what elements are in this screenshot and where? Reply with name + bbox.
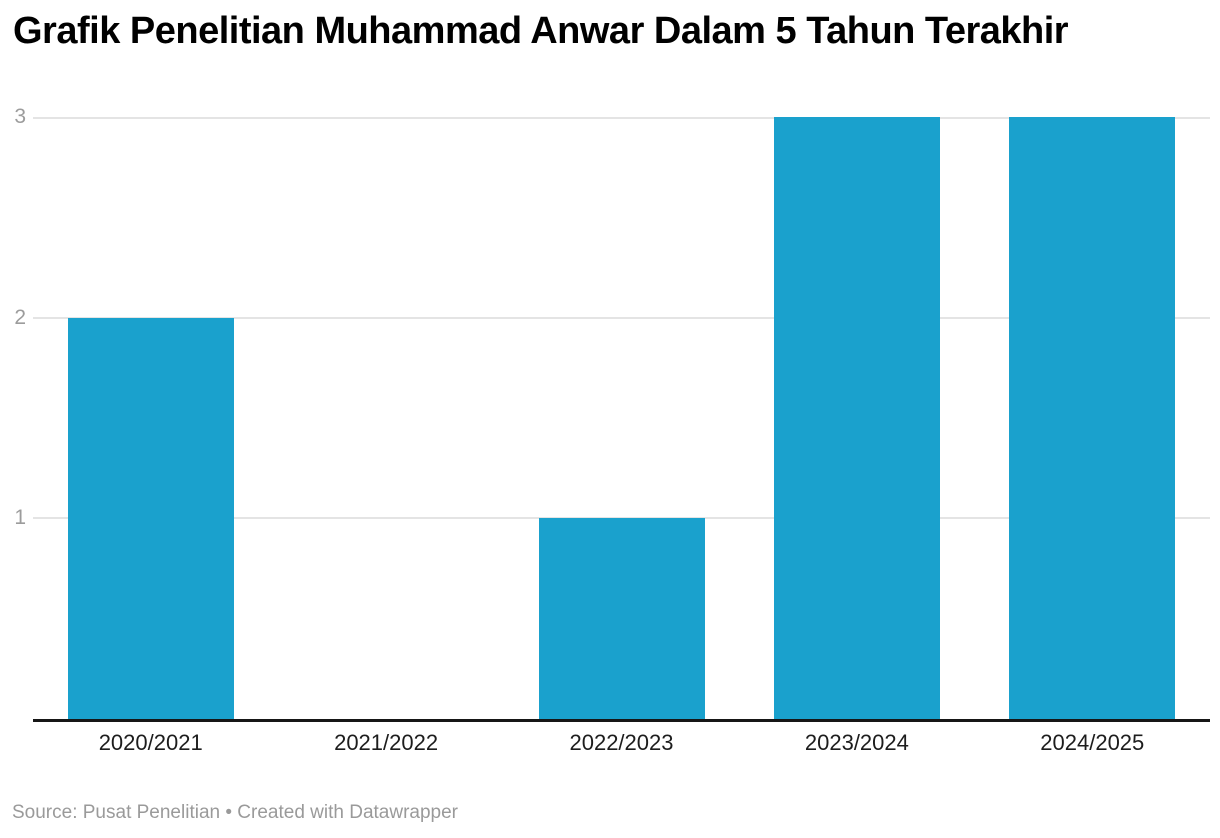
plot-area [33,117,1210,722]
chart-footer: Source: Pusat Penelitian • Created with … [12,800,458,826]
chart-title: Grafik Penelitian Muhammad Anwar Dalam 5… [13,10,1069,52]
gridline-1 [33,517,1210,520]
gridline-3 [33,117,1210,119]
x-axis-label-2022-2023: 2022/2023 [569,730,674,755]
x-axis-label-2020-2021: 2020/2021 [98,730,203,755]
y-axis-tick-label: 3 [14,105,26,129]
x-axis-label-2021-2022: 2021/2022 [334,730,439,755]
gridline-2 [33,316,1210,319]
y-axis-tick-label: 2 [14,305,26,329]
footer-separator: • [220,802,238,823]
datawrapper-credit-link[interactable]: Created with Datawrapper [237,802,459,823]
x-axis-label-2024-2025: 2024/2025 [1040,730,1145,755]
bar-2020-2021[interactable] [67,317,234,719]
bar-2024-2025[interactable] [1009,117,1176,719]
bar-2023-2024[interactable] [773,117,940,719]
x-axis-label-2023-2024: 2023/2024 [804,730,909,755]
y-axis: 1 2 3 [0,106,26,719]
source-note: Source: Pusat Penelitian [12,802,221,823]
y-axis-tick-label: 1 [14,506,26,530]
x-axis-line [33,719,1210,722]
bar-2022-2023[interactable] [538,518,705,719]
x-axis: 2020/2021 2021/2022 2022/2023 2023/2024 2024… [33,729,1210,761]
